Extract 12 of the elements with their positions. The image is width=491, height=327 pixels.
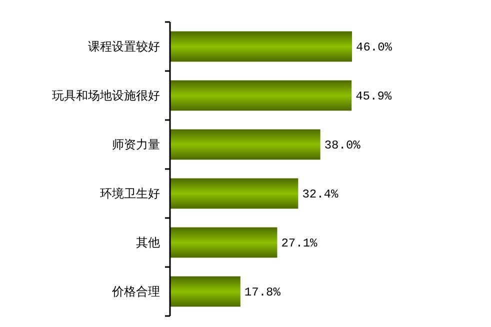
data-label: 45.9%: [356, 90, 392, 104]
y-tick-label: 玩具和场地设施很好: [52, 88, 160, 102]
y-tick-label: 环境卫生好: [100, 186, 160, 200]
data-label: 27.1%: [281, 236, 318, 250]
data-label: 17.8%: [244, 286, 282, 300]
y-tick-label: 师资力量: [112, 138, 160, 152]
data-label: 46.0%: [356, 40, 393, 54]
y-tick-label: 课程设置较好: [88, 40, 160, 54]
data-label: 32.4%: [302, 188, 339, 202]
y-tick-label: 价格合理: [111, 284, 160, 298]
y-tick-label: 其他: [136, 236, 160, 250]
data-label: 38.0%: [324, 138, 362, 152]
